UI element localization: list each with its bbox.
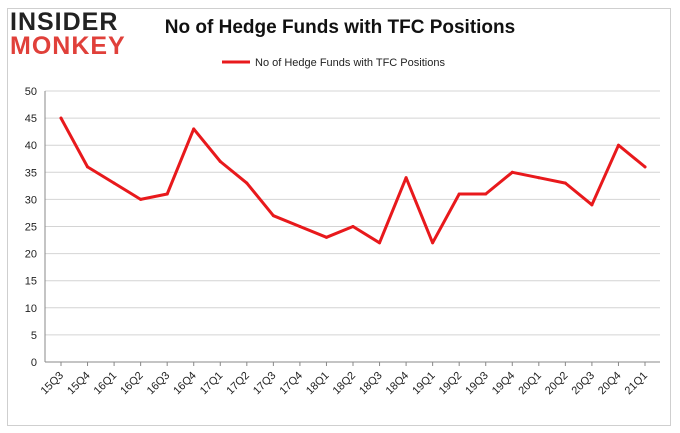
y-tick-label: 45 bbox=[25, 113, 37, 125]
x-tick-label: 17Q1 bbox=[198, 370, 226, 398]
data-point bbox=[590, 203, 594, 207]
y-tick-labels: 0 5 10 15 20 25 30 35 40 45 50 bbox=[25, 86, 37, 369]
y-tick-label: 0 bbox=[31, 357, 37, 369]
data-point bbox=[537, 176, 541, 180]
x-tick-label: 18Q1 bbox=[304, 370, 332, 398]
data-point bbox=[457, 192, 461, 196]
data-point bbox=[643, 165, 647, 169]
legend: No of Hedge Funds with TFC Positions bbox=[222, 57, 445, 69]
data-point bbox=[510, 170, 514, 174]
data-point bbox=[86, 165, 90, 169]
y-tick-label: 25 bbox=[25, 222, 37, 234]
x-tick-label: 21Q1 bbox=[623, 370, 651, 398]
grid-lines bbox=[45, 90, 660, 363]
legend-label: No of Hedge Funds with TFC Positions bbox=[255, 57, 445, 69]
x-tick-label: 16Q2 bbox=[118, 370, 146, 398]
x-tick-label: 20Q1 bbox=[516, 370, 544, 398]
data-point bbox=[59, 116, 63, 120]
x-tick-label: 19Q4 bbox=[490, 370, 518, 398]
x-tick-label: 18Q2 bbox=[331, 370, 359, 398]
y-tick-label: 10 bbox=[25, 303, 37, 315]
data-point bbox=[484, 192, 488, 196]
x-tick-label: 16Q4 bbox=[171, 370, 199, 398]
data-point bbox=[192, 127, 196, 131]
x-tick-label: 20Q4 bbox=[596, 370, 624, 398]
x-tick-label: 20Q3 bbox=[570, 370, 598, 398]
series-layer bbox=[59, 116, 647, 245]
x-tick-label: 17Q2 bbox=[224, 370, 252, 398]
logo-line-1: INSIDER bbox=[10, 8, 119, 36]
data-point bbox=[139, 197, 143, 201]
logo-line-2: MONKEY bbox=[10, 32, 126, 60]
x-tick-label: 16Q3 bbox=[145, 370, 173, 398]
x-tick-label: 17Q4 bbox=[278, 370, 306, 398]
x-tick-label: 19Q2 bbox=[437, 370, 465, 398]
x-tick-label: 18Q3 bbox=[357, 370, 385, 398]
data-point bbox=[324, 235, 328, 239]
data-point bbox=[245, 181, 249, 185]
data-point bbox=[112, 181, 116, 185]
data-point bbox=[616, 143, 620, 147]
data-point bbox=[165, 192, 169, 196]
x-tick-label: 15Q4 bbox=[65, 370, 93, 398]
data-point bbox=[563, 181, 567, 185]
y-tick-label: 5 bbox=[31, 330, 37, 342]
y-tick-label: 50 bbox=[25, 86, 37, 98]
y-tick-label: 40 bbox=[25, 140, 37, 152]
series-line bbox=[59, 116, 647, 245]
chart-frame bbox=[7, 8, 671, 426]
data-point bbox=[298, 225, 302, 228]
axes bbox=[44, 91, 660, 366]
data-point bbox=[218, 159, 222, 163]
y-tick-label: 15 bbox=[25, 276, 37, 288]
x-tick-label: 15Q3 bbox=[39, 370, 67, 398]
x-tick-label: 19Q1 bbox=[410, 370, 438, 398]
data-point bbox=[378, 241, 382, 245]
y-tick-label: 20 bbox=[25, 249, 37, 261]
data-point bbox=[271, 214, 275, 218]
data-point bbox=[404, 176, 408, 180]
x-tick-label: 18Q4 bbox=[384, 370, 412, 398]
data-point bbox=[431, 241, 435, 245]
x-tick-label: 17Q3 bbox=[251, 370, 279, 398]
x-tick-label: 16Q1 bbox=[92, 370, 120, 398]
y-tick-label: 35 bbox=[25, 167, 37, 179]
x-tick-label: 19Q3 bbox=[463, 370, 491, 398]
insider-monkey-logo: INSIDER MONKEY bbox=[10, 6, 128, 60]
x-tick-label: 20Q2 bbox=[543, 370, 571, 398]
data-point bbox=[351, 225, 355, 228]
y-tick-label: 30 bbox=[25, 194, 37, 206]
x-tick-labels: 15Q3 15Q4 16Q1 16Q2 16Q3 16Q4 17Q1 17Q2 17Q3 17Q4… bbox=[39, 370, 651, 398]
chart-title: No of Hedge Funds with TFC Positions bbox=[164, 17, 516, 38]
